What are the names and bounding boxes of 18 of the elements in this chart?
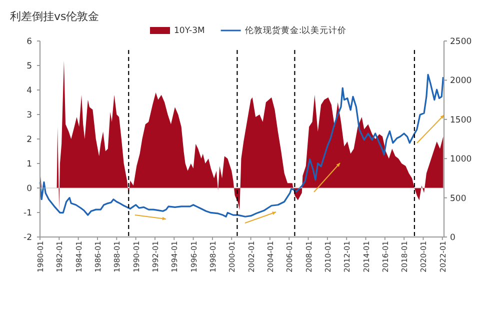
y-tick-label: 6: [26, 37, 32, 47]
chart-title: 利差倒挂vs伦敦金: [10, 10, 100, 23]
y2-tick-label: 2000: [450, 76, 472, 86]
y-tick-label: -1: [24, 208, 32, 218]
y2-tick-label: 500: [450, 194, 466, 204]
y-tick-label: 0: [26, 184, 32, 194]
y-tick-label: -2: [24, 233, 32, 243]
y-tick-label: 3: [26, 110, 32, 120]
y-tick-label: 2: [26, 135, 32, 145]
legend-label: 伦敦现货黄金:以美元计价: [244, 25, 347, 36]
y2-tick-label: 2500: [450, 37, 472, 47]
y-tick-label: 1: [26, 160, 32, 170]
y-tick-label: 4: [26, 86, 32, 96]
y2-tick-label: 1500: [450, 115, 472, 126]
legend-label: 10Y-3M: [174, 26, 205, 36]
y-tick-label: 5: [26, 62, 32, 72]
y2-tick-label: 1000: [450, 154, 472, 165]
y2-tick-label: 0: [450, 233, 456, 243]
